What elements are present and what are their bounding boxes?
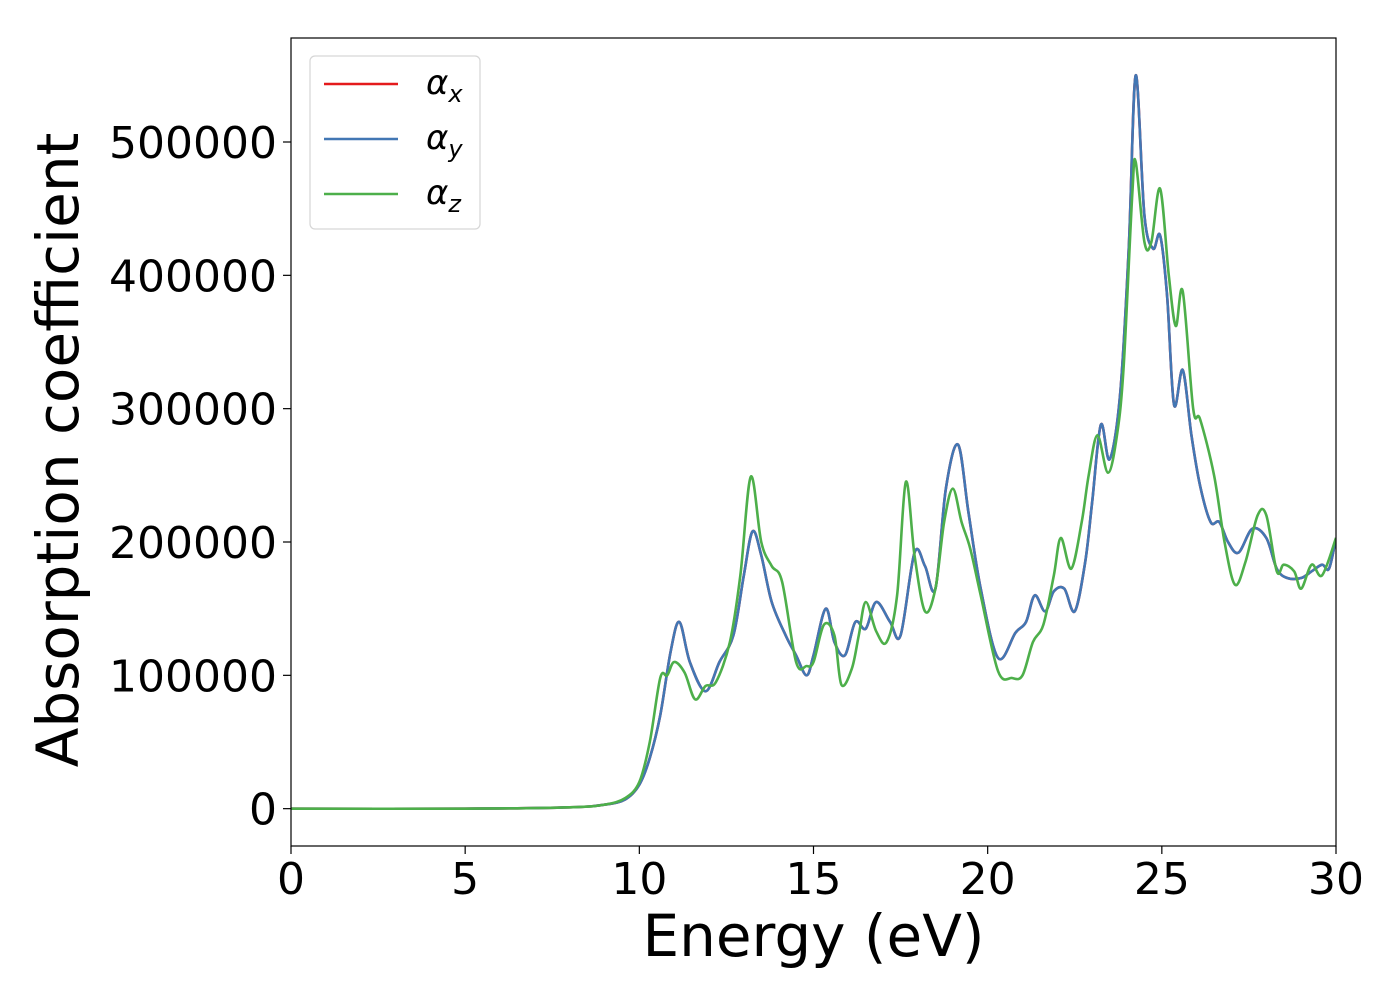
legend-label-alpha-y: αy [426, 118, 463, 163]
y-tick-label: 100000 [109, 651, 277, 702]
y-axis-title: Absorption coefficient [24, 133, 92, 768]
legend-label-subscript: y [447, 135, 463, 163]
x-tick-label: 20 [960, 854, 1016, 905]
x-tick-label: 10 [611, 854, 667, 905]
x-tick-label: 0 [277, 854, 305, 905]
x-tick-label: 15 [786, 854, 842, 905]
series-layer [291, 74, 1336, 811]
x-axis-title: Energy (eV) [642, 902, 984, 970]
y-tick-label: 500000 [109, 118, 277, 169]
x-axis-ticks: 0 5 10 15 20 25 30 [277, 846, 1364, 905]
legend-box [309, 55, 481, 230]
y-tick-label: 200000 [109, 518, 277, 569]
y-tick-label: 300000 [109, 385, 277, 436]
series-line-alpha-z [291, 157, 1336, 811]
x-tick-label: 25 [1134, 854, 1190, 905]
x-tick-label: 5 [451, 854, 479, 905]
x-tick-label: 30 [1308, 854, 1364, 905]
y-tick-label: 400000 [109, 251, 277, 302]
legend-label-subscript: x [447, 80, 463, 108]
legend-label-symbol: α [426, 63, 448, 103]
y-axis-ticks: 0 100000 200000 300000 400000 500000 [109, 118, 291, 836]
legend-label-subscript: z [447, 190, 462, 218]
legend-label-symbol: α [426, 173, 448, 213]
y-tick-label: 0 [249, 785, 277, 836]
legend-label-symbol: α [426, 118, 448, 158]
legend-label-alpha-z: αz [426, 173, 462, 218]
legend-label-alpha-x: αx [426, 63, 463, 108]
